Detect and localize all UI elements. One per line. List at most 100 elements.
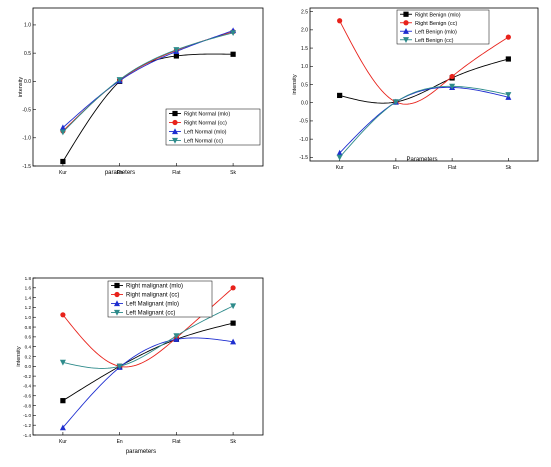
- legend-label: Right Benign (cc): [415, 21, 457, 27]
- data-point: [173, 47, 180, 53]
- y-tick-label: 0.6: [25, 335, 32, 340]
- data-point: [337, 92, 343, 99]
- y-tick-label: 0.0: [301, 101, 308, 107]
- y-tick-label: 0.4: [25, 344, 32, 349]
- x-tick-label: Flat: [172, 170, 181, 176]
- legend-label: Right Benign (mlo): [415, 12, 461, 18]
- x-tick-label: Sk: [505, 165, 511, 171]
- data-point: [173, 333, 180, 340]
- x-tick-label: Sk: [230, 439, 236, 445]
- y-tick-label: 0.8: [25, 325, 32, 330]
- y-tick-label: 1.5: [301, 46, 308, 52]
- data-point: [59, 359, 66, 366]
- y-tick-label: -1.0: [299, 137, 308, 143]
- y-tick-label: 0.0: [25, 364, 32, 369]
- x-tick-label: Kur: [59, 439, 67, 445]
- x-tick-label: Kur: [59, 170, 67, 176]
- data-point: [60, 312, 66, 318]
- legend-box: [107, 280, 213, 318]
- x-axis-title: parameters: [126, 449, 156, 455]
- data-point: [392, 99, 399, 106]
- x-tick-label: Kur: [336, 165, 344, 171]
- legend-marker: [114, 282, 120, 289]
- data-point: [230, 285, 236, 291]
- y-tick-label: 1.6: [25, 286, 32, 291]
- data-point: [449, 83, 456, 90]
- data-point: [230, 303, 237, 310]
- data-point: [230, 30, 237, 37]
- y-tick-label: 0.2: [25, 354, 32, 359]
- series-line: [62, 305, 234, 369]
- legend-marker: [403, 20, 409, 26]
- data-point: [230, 320, 236, 326]
- legend: Right Normal (mlo) Right Normal (cc) Left …: [165, 108, 261, 146]
- y-tick-label: 2.0: [301, 28, 308, 34]
- y-tick-label: 1.8: [25, 276, 32, 281]
- y-tick-label: 2.5: [301, 9, 308, 15]
- legend-label: Left Benign (cc): [415, 38, 454, 44]
- y-tick-label: 0.5: [24, 51, 31, 57]
- data-point: [59, 124, 66, 131]
- y-tick-label: -1.2: [23, 423, 31, 428]
- data-point: [505, 34, 511, 40]
- y-tick-label: -0.2: [23, 374, 31, 379]
- data-point: [337, 18, 343, 24]
- legend-marker: [403, 11, 409, 17]
- data-point: [230, 338, 237, 345]
- x-tick-label: En: [393, 165, 399, 171]
- legend-label: Right malignant (cc): [126, 293, 179, 299]
- data-point: [116, 363, 123, 370]
- x-tick-label: En: [117, 439, 123, 445]
- plot-frame: [32, 7, 264, 167]
- chart-panel: -1.5 -1.0 -0.5 0.0 0.5 1.0 1.5 2.0 2.5 Kur En Flat S…: [292, 7, 539, 171]
- legend: Right Benign (mlo) Right Benign (cc) Left …: [396, 9, 490, 45]
- series-line: [339, 85, 509, 158]
- legend-label: Left Benign (mlo): [415, 29, 457, 35]
- legend-marker: [403, 28, 409, 34]
- x-tick-label: Flat: [172, 439, 181, 445]
- data-point: [116, 77, 123, 83]
- x-tick-label: Sk: [230, 170, 236, 176]
- x-tick-label: Flat: [448, 165, 457, 171]
- series-line: [62, 337, 234, 428]
- x-axis-title: parameters: [105, 170, 135, 176]
- legend-marker: [114, 291, 120, 298]
- series-line: [62, 53, 234, 162]
- y-tick-label: 1.0: [25, 315, 32, 320]
- y-tick-label: 0.5: [301, 82, 308, 88]
- data-point: [59, 129, 66, 136]
- y-tick-label: -0.5: [22, 107, 31, 113]
- y-tick-label: 1.0: [24, 23, 31, 29]
- y-tick-label: -1.0: [23, 413, 31, 418]
- y-tick-label: 1.4: [25, 295, 32, 300]
- series-line: [339, 20, 509, 105]
- legend-label: Left Normal (mlo): [184, 130, 227, 136]
- legend-box: [165, 108, 261, 146]
- legend-marker: [114, 300, 120, 307]
- data-point: [505, 56, 511, 62]
- data-point: [173, 53, 179, 59]
- legend-marker: [114, 309, 120, 316]
- y-tick-label: -0.8: [23, 403, 31, 408]
- legend-marker: [403, 37, 409, 43]
- series-line: [339, 86, 509, 154]
- y-tick-label: -1.5: [22, 164, 31, 170]
- y-tick-label: -1.0: [22, 136, 31, 142]
- data-point: [230, 51, 236, 57]
- y-axis-title: intensity: [18, 77, 24, 97]
- y-tick-label: -0.5: [299, 119, 308, 125]
- legend-marker: [172, 128, 178, 135]
- y-tick-label: 1.2: [25, 305, 32, 310]
- legend-box: [396, 9, 490, 45]
- y-axis-title: intensity: [292, 74, 298, 94]
- data-point: [505, 92, 512, 98]
- legend-label: Right malignant (mlo): [126, 284, 183, 290]
- legend-label: Right Normal (mlo): [184, 112, 230, 118]
- y-tick-label: 0.0: [24, 79, 31, 85]
- data-point: [449, 73, 455, 80]
- legend-label: Left Normal (cc): [184, 139, 223, 145]
- y-axis-title: intensity: [16, 346, 22, 366]
- data-point: [336, 149, 343, 156]
- x-axis-title: Parameters: [406, 157, 437, 163]
